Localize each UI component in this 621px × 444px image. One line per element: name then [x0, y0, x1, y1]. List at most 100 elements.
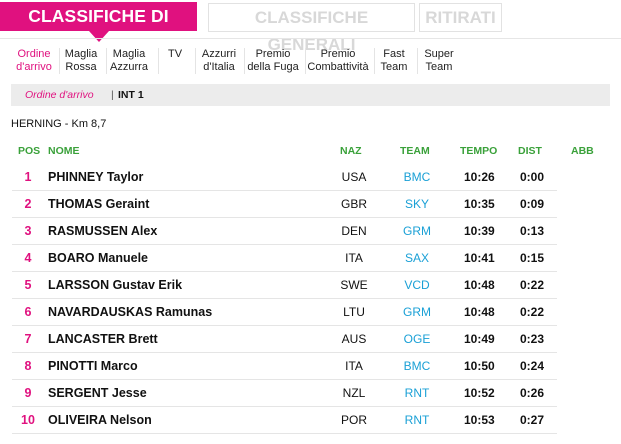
tab-ritirati[interactable]: RITIRATI [419, 3, 502, 32]
header-pos: POS [18, 145, 41, 157]
row-team-link[interactable]: BMC [403, 170, 431, 184]
row-gap: 0:09 [520, 197, 545, 211]
row-nation: ITA [345, 359, 363, 373]
row-divider [12, 325, 557, 326]
stage-info: HERNING - Km 8,7 [11, 118, 107, 130]
row-rider-name[interactable]: LANCASTER Brett [48, 332, 158, 346]
row-rider-name[interactable]: SERGENT Jesse [48, 386, 147, 400]
row-gap: 0:26 [520, 386, 545, 400]
row-pos: 9 [24, 386, 32, 400]
row-nation: NZL [342, 386, 366, 400]
row-divider [12, 271, 557, 272]
tab-classifiche-di-tappa[interactable]: CLASSIFICHE DI TAPPA [0, 2, 197, 55]
table-row[interactable]: 1 PHINNEY Taylor USA BMC 10:26 0:00 [0, 164, 621, 191]
row-rider-name[interactable]: THOMAS Geraint [48, 197, 150, 211]
subnav-maglia-rossa[interactable]: Maglia Rossa [64, 48, 98, 73]
table-row[interactable]: 9 SERGENT Jesse NZL RNT 10:52 0:26 [0, 380, 621, 407]
row-pos: 3 [24, 224, 32, 238]
row-time: 10:53 [464, 413, 495, 427]
row-time: 10:52 [464, 386, 495, 400]
header-naz: NAZ [340, 145, 362, 157]
row-pos: 8 [24, 359, 32, 373]
row-pos: 10 [21, 413, 35, 427]
row-time: 10:26 [464, 170, 495, 184]
table-row[interactable]: 3 RASMUSSEN Alex DEN GRM 10:39 0:13 [0, 218, 621, 245]
row-team-link[interactable]: GRM [403, 224, 431, 238]
row-team-link[interactable]: SKY [404, 197, 429, 211]
subnav-divider [59, 48, 60, 74]
row-pos: 4 [24, 251, 32, 265]
row-time: 10:50 [464, 359, 495, 373]
row-rider-name[interactable]: PINOTTI Marco [48, 359, 138, 373]
subnav-divider [106, 48, 107, 74]
subnav-fast-team[interactable]: Fast Team [380, 48, 408, 73]
row-team-link[interactable]: RNT [404, 413, 430, 427]
table-row[interactable]: 7 LANCASTER Brett AUS OGE 10:49 0:23 [0, 326, 621, 353]
table-row[interactable]: 4 BOARO Manuele ITA SAX 10:41 0:15 [0, 245, 621, 272]
breadcrumb-separator: | [111, 89, 114, 101]
subnav-super-team[interactable]: Super Team [424, 48, 454, 73]
subnav-premio-combattivita[interactable]: Premio Combattività [307, 48, 369, 73]
row-gap: 0:27 [520, 413, 545, 427]
subnav-maglia-azzurra[interactable]: Maglia Azzurra [110, 48, 148, 73]
row-time: 10:48 [464, 278, 495, 292]
row-gap: 0:13 [520, 224, 545, 238]
subnav-divider [417, 48, 418, 74]
row-divider [12, 190, 557, 191]
breadcrumb-current: INT 1 [118, 89, 144, 101]
subnav-divider [374, 48, 375, 74]
subnav-divider [158, 48, 159, 74]
table-row[interactable]: 5 LARSSON Gustav Erik SWE VCD 10:48 0:22 [0, 272, 621, 299]
row-rider-name[interactable]: PHINNEY Taylor [48, 170, 144, 184]
row-gap: 0:15 [520, 251, 545, 265]
header-name: NOME [48, 145, 80, 157]
breadcrumb-link-ordine-arrivo[interactable]: Ordine d'arrivo [25, 89, 94, 101]
row-nation: LTU [343, 305, 365, 319]
header-abb: ABB [571, 145, 594, 157]
table-row[interactable]: 10 OLIVEIRA Nelson POR RNT 10:53 0:27 [0, 407, 621, 434]
subnav-ordine-arrivo[interactable]: Ordine d'arrivo [16, 48, 52, 73]
row-team-link[interactable]: VCD [404, 278, 430, 292]
row-nation: POR [340, 413, 367, 427]
row-rider-name[interactable]: NAVARDAUSKAS Ramunas [48, 305, 213, 319]
row-rider-name[interactable]: RASMUSSEN Alex [48, 224, 158, 238]
subnav-divider [244, 48, 245, 74]
row-gap: 0:22 [520, 305, 545, 319]
active-tab-pointer-icon [89, 31, 109, 42]
subnav-divider [195, 48, 196, 74]
header-team: TEAM [400, 145, 430, 157]
row-team-link[interactable]: SAX [404, 251, 429, 265]
row-rider-name[interactable]: OLIVEIRA Nelson [48, 413, 152, 427]
row-nation: ITA [345, 251, 363, 265]
subnav-azzurri-italia[interactable]: Azzurri d'Italia [201, 48, 237, 73]
row-gap: 0:00 [520, 170, 545, 184]
row-divider [12, 244, 557, 245]
table-row[interactable]: 2 THOMAS Geraint GBR SKY 10:35 0:09 [0, 191, 621, 218]
row-rider-name[interactable]: LARSSON Gustav Erik [48, 278, 183, 292]
row-pos: 1 [24, 170, 32, 184]
table-row[interactable]: 6 NAVARDAUSKAS Ramunas LTU GRM 10:48 0:2… [0, 299, 621, 326]
row-rider-name[interactable]: BOARO Manuele [48, 251, 149, 265]
row-gap: 0:24 [520, 359, 545, 373]
row-team-link[interactable]: RNT [404, 386, 430, 400]
subnav-tv[interactable]: TV [167, 48, 183, 60]
tab-classifiche-generali[interactable]: CLASSIFICHE GENERALI [208, 3, 415, 54]
row-divider [12, 352, 557, 353]
row-nation: DEN [341, 224, 367, 238]
row-nation: SWE [340, 278, 368, 292]
table-header: POS NOME NAZ TEAM TEMPO DIST ABB [0, 145, 621, 159]
row-team-link[interactable]: GRM [403, 305, 431, 319]
row-divider [12, 433, 557, 434]
classification-subnav: Ordine d'arrivo Maglia Rossa Maglia Azzu… [0, 38, 621, 81]
row-pos: 2 [24, 197, 32, 211]
row-time: 10:35 [464, 197, 495, 211]
subnav-premio-fuga[interactable]: Premio della Fuga [247, 48, 299, 73]
header-tempo: TEMPO [460, 145, 498, 157]
subnav-divider [305, 48, 306, 74]
row-divider [12, 379, 557, 380]
row-team-link[interactable]: BMC [403, 359, 431, 373]
table-row[interactable]: 8 PINOTTI Marco ITA BMC 10:50 0:24 [0, 353, 621, 380]
row-team-link[interactable]: OGE [403, 332, 431, 346]
row-pos: 7 [24, 332, 32, 346]
row-time: 10:39 [464, 224, 495, 238]
